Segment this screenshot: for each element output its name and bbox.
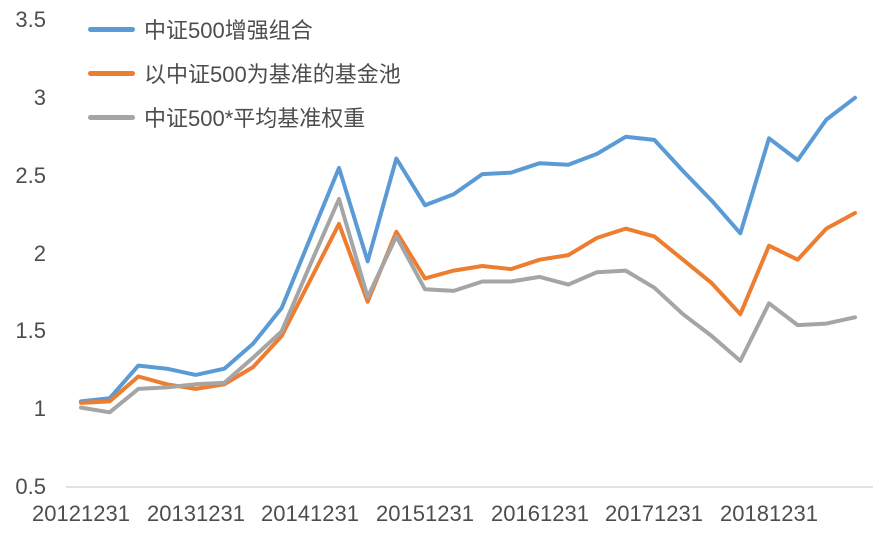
y-axis-tick-label: 2.5 [15,163,46,188]
legend-item-csi500-enhanced-portfolio: 中证500增强组合 [88,14,401,44]
y-axis-tick-label: 1 [33,396,46,421]
series-line-csi500-avg-benchmark-weight [79,197,857,415]
y-axis-tick-label: 1.5 [15,318,46,343]
x-axis-tick-label: 20141231 [261,501,359,526]
legend-label: 以中证500为基准的基金池 [144,62,401,87]
y-axis-tick-label: 3.5 [15,7,46,32]
x-axis-tick-label: 20151231 [376,501,474,526]
series-line-csi500-benchmark-fund-pool [79,211,857,405]
series-line-csi500-enhanced-portfolio [79,95,857,404]
legend-item-csi500-benchmark-fund-pool: 以中证500为基准的基金池 [88,58,401,88]
x-axis-tick-label: 20161231 [491,501,589,526]
y-axis-tick-label: 0.5 [15,474,46,499]
legend-line-swatch-blue [88,26,135,32]
y-axis-tick-label: 3 [33,85,46,110]
y-axis-tick-label: 2 [33,241,46,266]
legend-label: 中证500增强组合 [144,18,313,43]
x-axis-tick-label: 20121231 [32,501,130,526]
x-axis-tick-label: 20131231 [147,501,245,526]
legend-item-csi500-avg-benchmark-weight: 中证500*平均基准权重 [88,102,401,132]
legend-label: 中证500*平均基准权重 [144,106,366,131]
x-axis-tick-label: 20171231 [605,501,703,526]
x-axis-tick-label: 20181231 [720,501,818,526]
legend-line-swatch-orange [88,70,135,76]
legend-line-swatch-gray [88,114,135,120]
chart-legend: 中证500增强组合 以中证500为基准的基金池 中证500*平均基准权重 [88,14,401,146]
